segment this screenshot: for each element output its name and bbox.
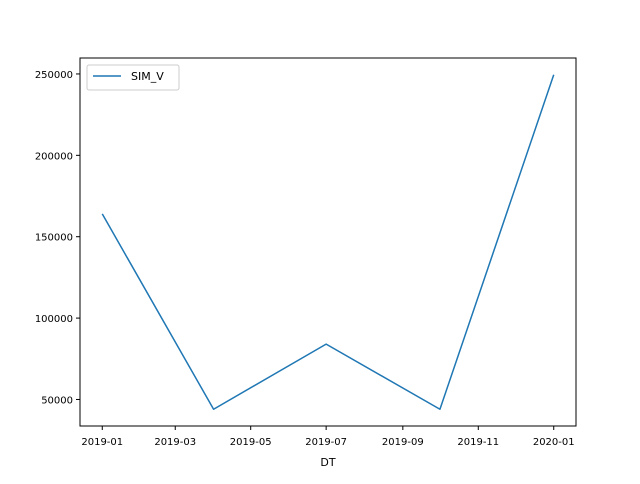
legend-label: SIM_V: [131, 70, 164, 83]
plot-area-frame: [80, 58, 576, 426]
y-tick-label: 200000: [35, 151, 73, 162]
x-axis-ticks: 2019-01 2019-03 2019-05 2019-07 2019-09 2019-…: [81, 426, 574, 448]
series-line-sim-v: [102, 75, 553, 409]
x-tick-label: 2019-05: [230, 437, 272, 448]
y-tick-label: 50000: [41, 395, 73, 406]
legend: SIM_V: [87, 65, 179, 90]
y-tick-label: 250000: [35, 70, 73, 81]
series-layer: [102, 75, 553, 409]
x-tick-label: 2020-01: [533, 437, 575, 448]
y-tick-label: 100000: [35, 314, 73, 325]
x-tick-label: 2019-09: [382, 437, 424, 448]
x-tick-label: 2019-11: [457, 437, 499, 448]
x-tick-label: 2019-07: [305, 437, 347, 448]
x-tick-label: 2019-03: [154, 437, 196, 448]
x-axis-label: DT: [320, 456, 335, 469]
y-axis-ticks: 50000 100000 150000 200000 250000: [35, 70, 80, 407]
y-tick-label: 150000: [35, 233, 73, 244]
x-tick-label: 2019-01: [81, 437, 123, 448]
